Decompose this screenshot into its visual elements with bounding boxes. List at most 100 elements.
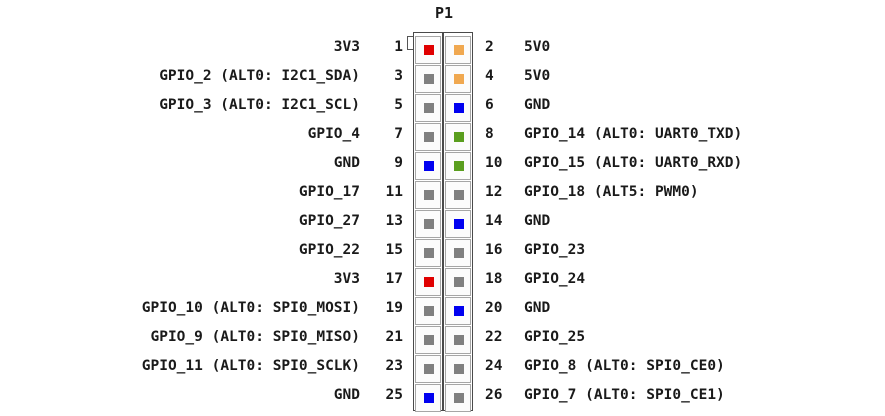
pin-2-label: 5V0 — [524, 39, 551, 55]
pin-23-number: 23 — [385, 358, 403, 374]
pin-2-dot — [454, 45, 464, 55]
pin-3-dot — [424, 74, 434, 84]
pin-16-number: 16 — [485, 242, 503, 258]
pin-23-label: GPIO_11 (ALT0: SPI0_SCLK) — [141, 358, 360, 374]
pin-10-number: 10 — [485, 155, 503, 171]
pin-12-dot — [454, 190, 464, 200]
pin-6-dot — [454, 103, 464, 113]
pin-14-number: 14 — [485, 213, 503, 229]
pin-5-cell — [415, 94, 441, 122]
pin-1-number: 1 — [394, 39, 403, 55]
pin-13-label: GPIO_27 — [298, 213, 360, 229]
even-pin-column — [443, 32, 473, 412]
pin-20-label: GND — [524, 300, 551, 316]
pin-21-number: 21 — [385, 329, 403, 345]
pin-11-label: GPIO_17 — [298, 184, 360, 200]
header-title: P1 — [434, 4, 454, 22]
pin-3-label: GPIO_2 (ALT0: I2C1_SDA) — [159, 68, 360, 84]
pin-5-label: GPIO_3 (ALT0: I2C1_SCL) — [159, 97, 360, 113]
pin-11-cell — [415, 181, 441, 209]
pin-4-number: 4 — [485, 68, 494, 84]
pin-26-cell — [445, 384, 471, 412]
pin-1-label: 3V3 — [333, 39, 360, 55]
pin-22-cell — [445, 326, 471, 354]
pin-21-dot — [424, 335, 434, 345]
pin-4-label: 5V0 — [524, 68, 551, 84]
pin-16-dot — [454, 248, 464, 258]
pin-12-label: GPIO_18 (ALT5: PWM0) — [524, 184, 699, 200]
pin-11-number: 11 — [385, 184, 403, 200]
pin-2-number: 2 — [485, 39, 494, 55]
pin-4-dot — [454, 74, 464, 84]
pin-21-label: GPIO_9 (ALT0: SPI0_MISO) — [150, 329, 360, 345]
pin-23-cell — [415, 355, 441, 383]
pin-25-cell — [415, 384, 441, 412]
pin-8-cell — [445, 123, 471, 151]
pin-7-label: GPIO_4 — [307, 126, 360, 142]
pin-22-dot — [454, 335, 464, 345]
pin-3-number: 3 — [394, 68, 403, 84]
pin-11-dot — [424, 190, 434, 200]
pin-8-label: GPIO_14 (ALT0: UART0_TXD) — [524, 126, 743, 142]
pin-24-cell — [445, 355, 471, 383]
pin-18-cell — [445, 268, 471, 296]
pin-1-dot — [424, 45, 434, 55]
pin-19-cell — [415, 297, 441, 325]
pin-20-dot — [454, 306, 464, 316]
pin-14-label: GND — [524, 213, 551, 229]
pin-3-cell — [415, 65, 441, 93]
pin-25-dot — [424, 393, 434, 403]
pin-5-dot — [424, 103, 434, 113]
pin-15-number: 15 — [385, 242, 403, 258]
odd-pin-column — [413, 32, 443, 412]
pin-15-dot — [424, 248, 434, 258]
pin-19-dot — [424, 306, 434, 316]
pin-13-dot — [424, 219, 434, 229]
pin-5-number: 5 — [394, 97, 403, 113]
pin-21-cell — [415, 326, 441, 354]
pin-14-dot — [454, 219, 464, 229]
pin-6-cell — [445, 94, 471, 122]
pin-9-dot — [424, 161, 434, 171]
pin-20-cell — [445, 297, 471, 325]
pin-26-label: GPIO_7 (ALT0: SPI0_CE1) — [524, 387, 725, 403]
pin-10-cell — [445, 152, 471, 180]
pin-10-dot — [454, 161, 464, 171]
pin-15-label: GPIO_22 — [298, 242, 360, 258]
pin-24-number: 24 — [485, 358, 503, 374]
pin-24-dot — [454, 364, 464, 374]
pin-26-dot — [454, 393, 464, 403]
pin-20-number: 20 — [485, 300, 503, 316]
pin-25-number: 25 — [385, 387, 403, 403]
pin-4-cell — [445, 65, 471, 93]
pin-16-cell — [445, 239, 471, 267]
pin-15-cell — [415, 239, 441, 267]
pin-23-dot — [424, 364, 434, 374]
pin-6-number: 6 — [485, 97, 494, 113]
pin-17-label: 3V3 — [333, 271, 360, 287]
pin-16-label: GPIO_23 — [524, 242, 586, 258]
pin-14-cell — [445, 210, 471, 238]
pin-header — [413, 32, 473, 412]
pin-7-dot — [424, 132, 434, 142]
pin-8-number: 8 — [485, 126, 494, 142]
pin-25-label: GND — [333, 387, 360, 403]
pin-2-cell — [445, 36, 471, 64]
pin-18-number: 18 — [485, 271, 503, 287]
pin-13-number: 13 — [385, 213, 403, 229]
pin-17-number: 17 — [385, 271, 403, 287]
pin-7-number: 7 — [394, 126, 403, 142]
pin-22-number: 22 — [485, 329, 503, 345]
pin-9-number: 9 — [394, 155, 403, 171]
pin-19-number: 19 — [385, 300, 403, 316]
pin-18-dot — [454, 277, 464, 287]
pin-17-dot — [424, 277, 434, 287]
pin-10-label: GPIO_15 (ALT0: UART0_RXD) — [524, 155, 743, 171]
pin1-marker — [407, 36, 413, 50]
pin-18-label: GPIO_24 — [524, 271, 586, 287]
pin-9-label: GND — [333, 155, 360, 171]
pin-1-cell — [415, 36, 441, 64]
pin-13-cell — [415, 210, 441, 238]
pin-22-label: GPIO_25 — [524, 329, 586, 345]
pin-26-number: 26 — [485, 387, 503, 403]
